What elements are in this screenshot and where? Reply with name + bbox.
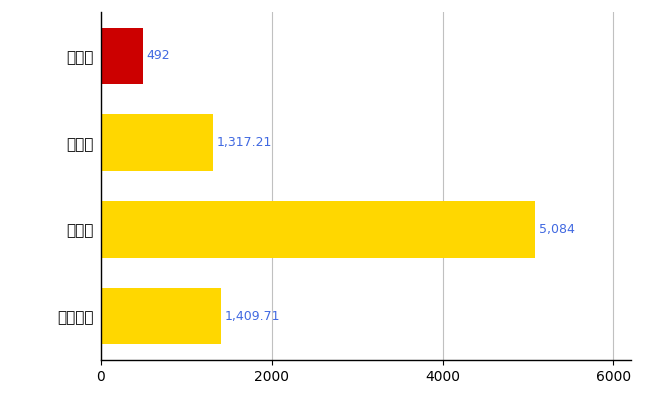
Bar bbox=[101, 28, 143, 84]
Bar bbox=[101, 201, 535, 258]
Text: 1,317.21: 1,317.21 bbox=[216, 136, 272, 149]
Text: 5,084: 5,084 bbox=[539, 223, 575, 236]
Bar bbox=[101, 288, 221, 344]
Bar bbox=[101, 114, 213, 171]
Text: 492: 492 bbox=[146, 50, 170, 62]
Text: 1,409.71: 1,409.71 bbox=[225, 310, 280, 322]
